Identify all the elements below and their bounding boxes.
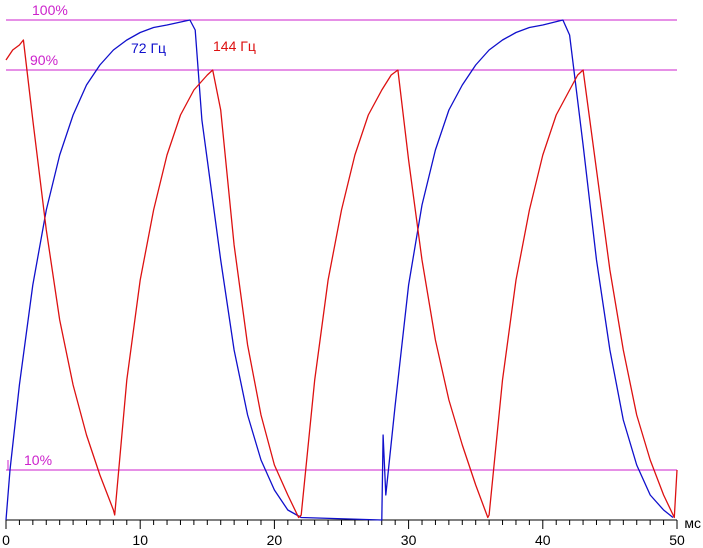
x-tick-label: 50 — [669, 532, 685, 548]
reference-line-label: 90% — [30, 52, 58, 68]
series-labels: 72 Гц 144 Гц — [131, 38, 256, 56]
x-tick-label: 20 — [267, 532, 283, 548]
series-label: 144 Гц — [213, 38, 256, 54]
reference-line-label: 100% — [32, 2, 68, 18]
reference-line-label: 10% — [24, 452, 52, 468]
series-label: 72 Гц — [131, 40, 166, 56]
x-tick-label: 40 — [535, 532, 551, 548]
reference-lines: 100% 90% 10% — [6, 2, 677, 471]
series-line-144hz — [5, 39, 678, 519]
series-line-72hz — [5, 19, 674, 521]
x-tick-label: 10 — [132, 532, 148, 548]
x-tick-label: 0 — [2, 532, 10, 548]
series-lines — [5, 19, 678, 521]
x-tick-label: 30 — [401, 532, 417, 548]
x-axis-label: мс — [684, 515, 701, 531]
